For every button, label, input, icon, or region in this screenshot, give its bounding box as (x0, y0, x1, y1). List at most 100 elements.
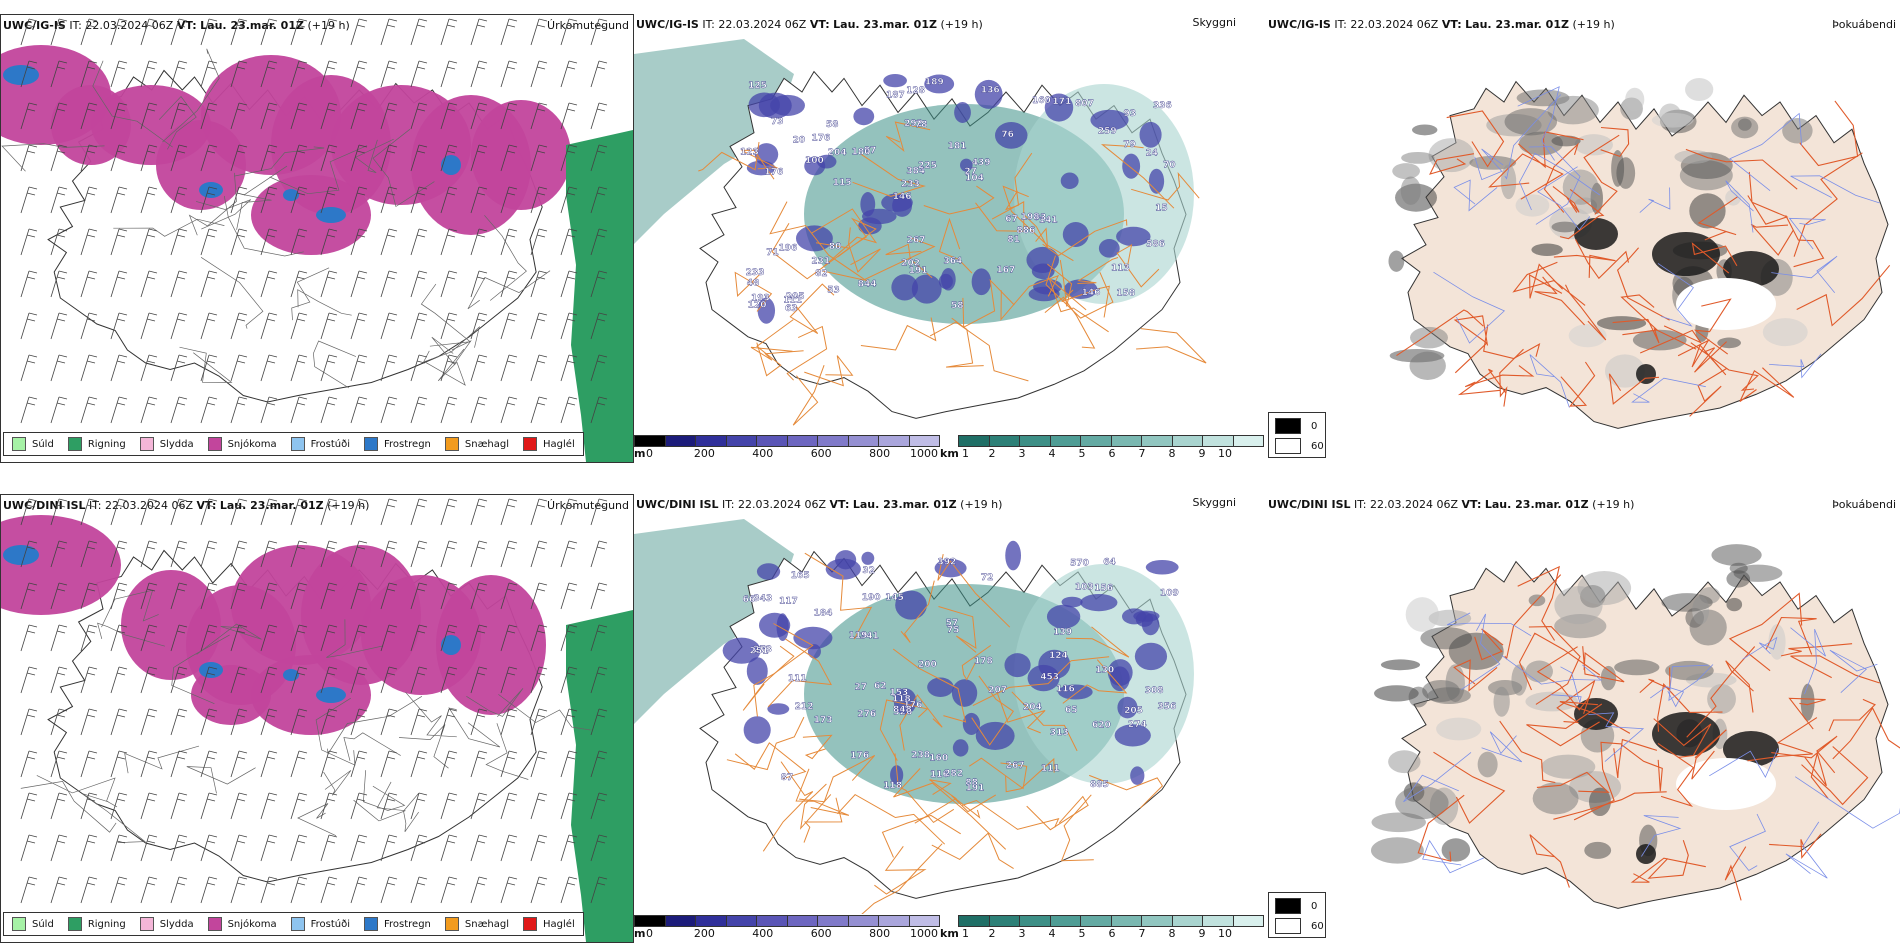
wind-barb (80, 312, 98, 340)
road-line (1649, 686, 1685, 708)
wind-barb (290, 60, 308, 88)
rain-area (566, 610, 633, 942)
road-line (354, 138, 394, 173)
snow-depth-label: 65 (1065, 705, 1078, 715)
snow-depth-area (1063, 279, 1098, 300)
snow-height-colorbar (634, 915, 940, 927)
wind-barb (110, 186, 128, 214)
wind-barb (440, 582, 458, 610)
road-line (1501, 655, 1603, 685)
fog-area (1600, 665, 1617, 691)
wind-barb (590, 186, 608, 214)
colorbar-tick-label: 4 (1048, 447, 1056, 460)
wind-barb (320, 18, 338, 46)
snow-depth-area (757, 297, 776, 324)
wind-barb (20, 498, 38, 526)
wind-barb (80, 270, 98, 298)
legend-swatch (67, 917, 82, 931)
snow-depth-label: 78 (915, 120, 928, 130)
snow-depth-area (1044, 93, 1074, 122)
wind-barb (380, 18, 398, 46)
wind-barb (20, 18, 38, 46)
wind-barb (50, 876, 68, 904)
snow-depth-area (758, 92, 792, 119)
snow-depth-label: 119 (849, 631, 868, 641)
road-line (1828, 698, 1876, 732)
road-line (1771, 735, 1838, 774)
road-line (1600, 126, 1630, 158)
wind-barb (560, 540, 578, 568)
road-line (1697, 196, 1739, 241)
snow-depth-label: 176 (812, 134, 831, 144)
freezing-rain-area (316, 687, 346, 703)
wind-barb (590, 624, 608, 652)
wind-barb (20, 312, 38, 340)
road-line (36, 775, 118, 808)
colorbar-bin (1203, 436, 1234, 446)
colorbar-bin (1020, 916, 1051, 926)
wind-barb (50, 18, 68, 46)
init-time: 22.03.2024 06Z (718, 18, 807, 31)
wind-barb (140, 624, 158, 652)
snow-depth-label: 196 (779, 243, 798, 253)
wind-barb (380, 186, 398, 214)
road-line (1647, 840, 1689, 879)
road-line (1657, 263, 1694, 327)
colorbar-tick-label: 6 (1108, 927, 1116, 940)
road-line (1528, 626, 1581, 705)
fog-area (1428, 138, 1475, 173)
snow-depth-area (1060, 172, 1079, 190)
colorbar-tick-label: 400 (752, 447, 774, 460)
fog-swatch-low (1275, 418, 1301, 434)
wind-barb (80, 666, 98, 694)
wind-barb (290, 186, 308, 214)
wind-barb (230, 582, 248, 610)
wind-barb (530, 18, 548, 46)
fog-area (1427, 687, 1471, 705)
snow-depth-area (816, 154, 837, 169)
road-line (158, 95, 197, 150)
road-line (1062, 659, 1128, 704)
colorbar-tick-label: 400 (752, 927, 774, 940)
road-line (1829, 649, 1878, 693)
fog-area (1409, 351, 1446, 380)
wind-barb (140, 540, 158, 568)
wind-barb (200, 228, 218, 256)
wind-barb (50, 708, 68, 736)
road-line (179, 346, 233, 383)
wind-barb (110, 708, 128, 736)
wind-barb (170, 624, 188, 652)
colorbar-tick-label: 1 (962, 447, 969, 460)
valid-time: Lau. 23.mar. 01Z (1465, 18, 1569, 31)
wind-barb (560, 312, 578, 340)
wind-barb (590, 228, 608, 256)
wind-barb (590, 312, 608, 340)
wind-barb (440, 270, 458, 298)
colorbar-tick-label: 200 (693, 447, 715, 460)
road-line (1488, 153, 1564, 200)
wind-barb (170, 228, 188, 256)
fog-swatch-high (1275, 438, 1301, 454)
wind-barb (80, 750, 98, 778)
road-line (879, 699, 929, 761)
wind-barb (290, 666, 308, 694)
snow-depth-label: 27 (855, 682, 868, 692)
wind-barb (500, 834, 518, 862)
snow-depth-label: 167 (996, 266, 1015, 276)
init-time: 22.03.2024 06Z (85, 19, 174, 32)
snow-depth-label: 115 (833, 178, 852, 188)
fog-area (1689, 193, 1726, 229)
wind-barb (560, 498, 578, 526)
road-line (929, 321, 1029, 382)
snow-depth-label: 27 (964, 167, 977, 177)
colorbar-bin (1081, 916, 1112, 926)
snow-depth-label: 202 (901, 258, 920, 268)
wind-barb (20, 60, 38, 88)
snow-depth-area (1139, 121, 1162, 148)
legend-item-1: Rigning (67, 917, 126, 931)
road-line (313, 340, 357, 389)
wind-barb (140, 666, 158, 694)
fog-area (1726, 597, 1743, 612)
wind-barb (50, 186, 68, 214)
road-line (837, 217, 877, 258)
